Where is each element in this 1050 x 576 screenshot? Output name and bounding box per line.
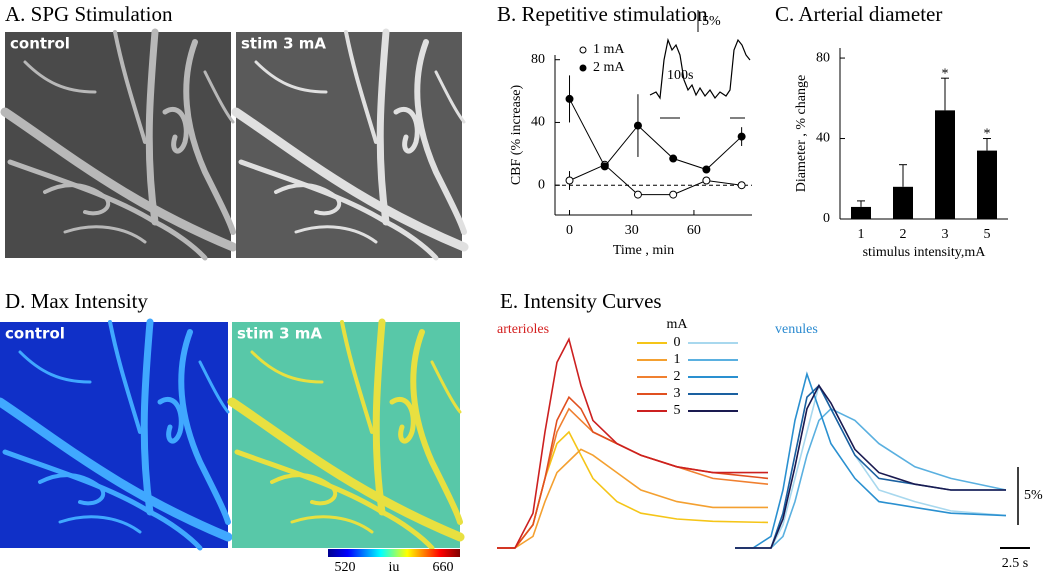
x-tick-label: 60 xyxy=(687,223,701,238)
series-line xyxy=(569,98,742,171)
bar xyxy=(935,110,955,219)
inset-trace xyxy=(649,37,751,100)
point xyxy=(702,176,711,185)
point xyxy=(669,190,678,199)
curve xyxy=(497,430,769,549)
y-tick-label: 0 xyxy=(823,211,830,226)
x-tick-label: 0 xyxy=(566,223,573,238)
point xyxy=(737,181,746,190)
curve xyxy=(735,371,1007,549)
legend-label: 1 xyxy=(674,352,681,367)
y-axis-label: Diameter , % change xyxy=(794,75,809,192)
x-axis-label: Time , min xyxy=(613,243,674,258)
x-tick-label: 5 xyxy=(984,227,991,242)
legend-label: 3 xyxy=(674,386,681,401)
point xyxy=(565,176,574,185)
colorbar xyxy=(328,549,460,557)
chart-title: E. Intensity Curves xyxy=(500,289,662,313)
point xyxy=(633,121,642,130)
series-line xyxy=(569,164,742,196)
image-control xyxy=(5,32,233,258)
curve xyxy=(735,383,1007,549)
panel-title: D. Max Intensity xyxy=(5,289,148,313)
point xyxy=(600,162,609,171)
colorbar-label: 520 xyxy=(335,560,356,575)
x-tick-label: 2 xyxy=(900,227,907,242)
image-label: control xyxy=(10,35,70,53)
heatmap-stim xyxy=(232,322,460,548)
legend-label: 1 mA xyxy=(593,42,625,57)
curve xyxy=(735,384,1006,549)
x-tick-label: 1 xyxy=(858,227,865,242)
y-axis-label: CBF (% increase) xyxy=(509,85,524,186)
y-tick-label: 80 xyxy=(816,50,830,65)
image-label: control xyxy=(5,325,65,343)
point xyxy=(669,154,678,163)
y-tick-label: 40 xyxy=(816,131,830,146)
legend-label: 0 xyxy=(674,335,681,350)
legend-label: 5 xyxy=(674,403,681,418)
legend-label: 2 xyxy=(674,369,681,384)
colorbar-label: 660 xyxy=(433,560,454,575)
curve xyxy=(497,336,768,549)
scale-label: 2.5 s xyxy=(1002,556,1028,571)
bar xyxy=(851,206,871,219)
scale-label: 5% xyxy=(1024,488,1043,503)
image-label: stim 3 mA xyxy=(241,35,326,53)
x-tick-label: 3 xyxy=(942,227,949,242)
legend-marker xyxy=(579,64,587,72)
point xyxy=(565,94,574,103)
point xyxy=(702,165,711,174)
colorbar-label: iu xyxy=(389,560,400,575)
x-axis-label: stimulus intensity,mA xyxy=(863,245,987,260)
legend-label: 2 mA xyxy=(593,60,625,75)
legend-title: mA xyxy=(667,317,689,332)
y-tick-label: 0 xyxy=(538,177,545,192)
chart-title: C. Arterial diameter xyxy=(775,2,942,26)
point xyxy=(737,132,746,141)
y-tick-label: 80 xyxy=(531,52,545,67)
group-label: venules xyxy=(775,322,818,337)
heatmap-control xyxy=(0,322,228,548)
significance: * xyxy=(984,127,991,142)
x-tick-label: 30 xyxy=(625,223,639,238)
bar xyxy=(977,150,997,219)
annotation: 100s xyxy=(667,68,693,83)
legend-marker xyxy=(579,46,587,54)
y-tick-label: 40 xyxy=(531,115,545,130)
bar xyxy=(893,186,913,219)
chart-title: B. Repetitive stimulation xyxy=(497,2,708,26)
curve xyxy=(735,384,1006,549)
group-label: arterioles xyxy=(497,322,549,337)
panel-title: A. SPG Stimulation xyxy=(5,2,173,26)
image-label: stim 3 mA xyxy=(237,325,322,343)
point xyxy=(633,190,642,199)
annotation: 5% xyxy=(702,14,721,29)
image-stim xyxy=(236,32,464,258)
significance: * xyxy=(942,66,949,81)
curve xyxy=(497,448,768,549)
